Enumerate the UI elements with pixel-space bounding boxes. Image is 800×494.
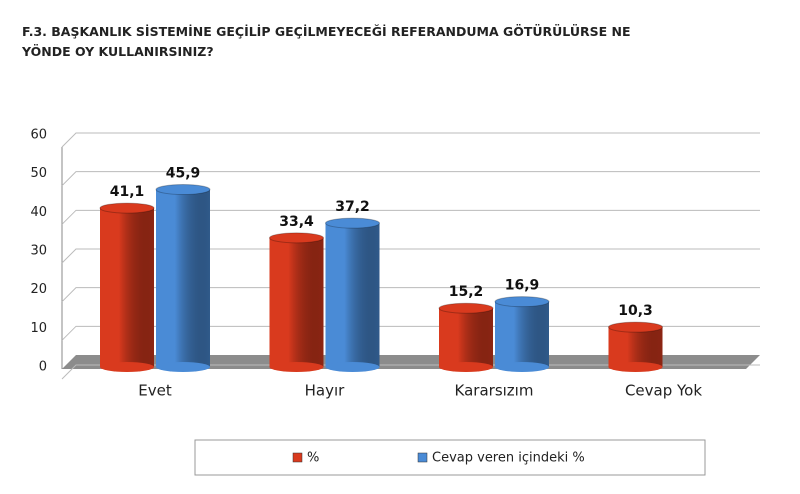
x-tick-label: Cevap Yok [625,382,702,400]
value-label: 41,1 [110,184,145,200]
value-label: 16,9 [505,278,540,294]
bar-shade [269,237,324,367]
bar-shade [608,327,663,367]
bar-cap [325,217,380,229]
value-label: 37,2 [335,199,370,215]
bar-shade [439,308,493,367]
y-tick-label: 10 [30,321,47,336]
bar-cap [155,184,211,196]
y-tick-label: 60 [30,128,47,143]
value-label: 10,3 [618,303,653,319]
bar-cap [608,321,663,333]
bar-cap [494,296,550,308]
x-tick-label: Evet [138,382,172,400]
value-label: 33,4 [279,214,314,230]
chart-title: F.3. BAŞKANLIK SİSTEMİNE GEÇİLİP GEÇİLME… [22,24,631,59]
y-tick-label: 0 [39,360,47,375]
bar-base [100,362,154,372]
bar-base [156,362,210,372]
y-tick-label: 50 [30,166,47,181]
x-tick-label: Kararsızım [455,382,534,400]
bar-base [495,362,549,372]
legend-label: % [307,451,319,466]
bar-base [439,362,493,372]
legend-box [194,439,706,476]
bar-shade [156,189,210,367]
y-tick-label: 40 [30,205,47,220]
value-label: 15,2 [449,284,484,300]
bar-shade [325,223,380,367]
grid-line [61,209,760,225]
grid-line [61,287,760,303]
bar-cap [269,232,324,244]
value-label: 45,9 [166,166,201,182]
bar-base [608,362,663,372]
bar-shade [495,301,549,367]
grid-line [61,132,760,148]
y-tick-label: 30 [30,244,47,259]
bar-base [269,362,324,372]
bar-shade [100,208,154,367]
legend-swatch [292,452,303,463]
bar-cap [99,202,155,214]
legend-label: Cevap veren içindeki % [432,451,585,466]
legend-swatch [417,452,428,463]
grid-line [61,171,760,187]
y-tick-label: 20 [30,282,47,297]
grid-line [61,248,760,264]
bar-base [325,362,380,372]
bar-cap [438,302,494,314]
x-tick-label: Hayır [305,382,346,400]
